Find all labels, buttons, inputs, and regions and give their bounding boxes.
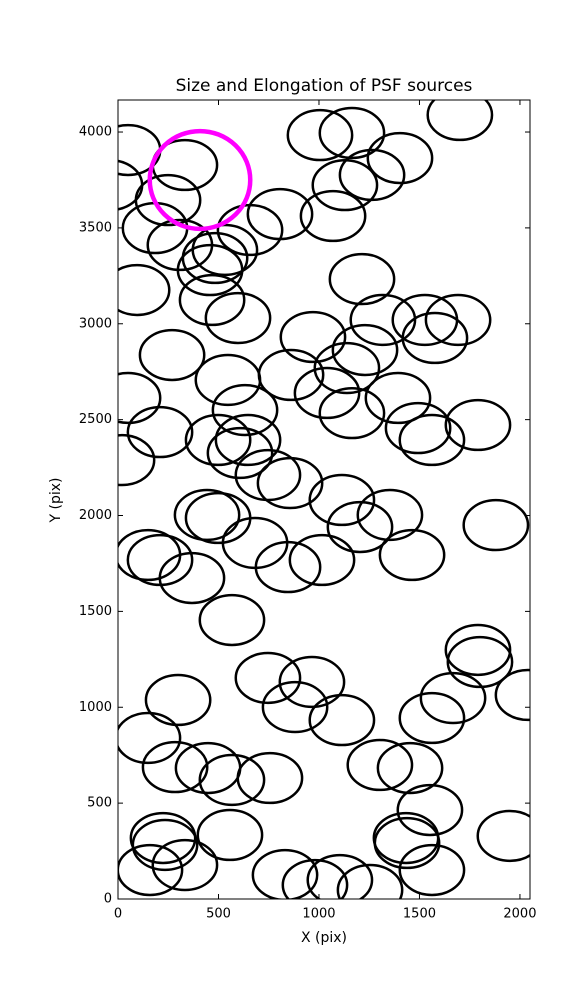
psf-ellipse [118,263,171,317]
psf-ellipse [118,711,182,765]
psf-ellipse [178,273,246,327]
psf-ellipse [211,383,279,437]
psf-ellipse [494,668,530,722]
y-tick-label: 1000 [79,700,112,715]
psf-ellipse [246,187,314,241]
psf-ellipse [376,741,444,795]
psf-ellipse [176,243,244,297]
psf-ellipse [251,848,319,899]
psf-ellipse [158,551,226,605]
psf-ellipse [206,426,274,480]
psf-ellipse [426,100,494,142]
psf-ellipse [286,108,354,162]
psf-ellipse [147,128,253,232]
psf-ellipse [384,401,452,455]
psf-ellipse [349,293,417,347]
psf-ellipse [313,341,381,395]
psf-ellipse [118,371,162,425]
psf-ellipse [336,863,404,899]
psf-ellipse [366,131,434,185]
psf-ellipse [299,189,367,243]
psf-ellipse [331,323,399,377]
psf-ellipse [328,252,396,306]
psf-ellipse [278,655,346,709]
psf-ellipse [131,818,199,872]
psf-ellipse [234,651,302,705]
x-tick-label: 500 [206,907,231,922]
psf-ellipse [126,405,194,459]
psf-ellipse [308,693,376,747]
x-axis-label: X (pix) [301,930,347,946]
psf-ellipse [198,753,266,807]
psf-ellipse [446,635,514,689]
psf-ellipse [424,293,492,347]
y-tick-label: 2000 [79,508,112,523]
psf-ellipse [184,413,252,467]
psf-ellipse [144,673,212,727]
psf-ellipse [118,843,184,897]
psf-ellipse [256,456,324,510]
psf-ellipse [462,498,530,552]
psf-ellipse [306,853,374,899]
psf-ellipse [396,783,464,837]
psf-ellipse [318,386,386,440]
y-tick-label: 4000 [79,125,112,140]
psf-ellipse [346,738,414,792]
psf-ellipse [444,623,512,677]
psf-ellipse [401,311,469,365]
y-tick-label: 3500 [79,220,112,235]
axes-frame [117,99,531,900]
psf-ellipse [118,433,156,487]
psf-ellipse [373,816,441,870]
x-tick-label: 2000 [503,907,536,922]
psf-ellipse [198,593,266,647]
psf-ellipse [338,148,406,202]
psf-ellipse [236,751,304,805]
y-tick-label: 1500 [79,604,112,619]
psf-ellipse [398,413,466,467]
psf-ellipse [293,366,361,420]
psf-ellipse [326,500,394,554]
x-tick-label: 1500 [403,907,436,922]
psf-ellipse [138,328,206,382]
psf-ellipse [378,528,446,582]
psf-ellipse [398,691,466,745]
x-tick-label: 1000 [302,907,335,922]
psf-ellipse [196,808,264,862]
psf-ellipse [281,858,349,899]
psf-ellipse [476,809,530,863]
psf-ellipse [173,488,241,542]
psf-ellipse [141,740,209,794]
y-tick-label: 500 [87,796,112,811]
psf-ellipse [419,671,487,725]
psf-ellipse [288,533,356,587]
psf-ellipse [151,838,219,892]
psf-ellipse [356,488,424,542]
psf-ellipse [318,106,386,160]
psf-ellipse [254,540,322,594]
psf-ellipse [134,173,202,227]
psf-ellipse [257,348,325,402]
x-tick-label: 0 [114,907,122,922]
plot-area [118,100,530,899]
y-tick-label: 0 [104,892,112,907]
y-tick-label: 3000 [79,316,112,331]
psf-ellipse [204,291,272,345]
psf-ellipse [214,413,282,467]
psf-ellipse [364,371,432,425]
y-axis-label: Y (pix) [48,478,64,524]
psf-ellipse [444,398,512,452]
y-tick-label: 2500 [79,412,112,427]
psf-ellipse [279,310,347,364]
chart-title: Size and Elongation of PSF sources [176,76,473,96]
psf-ellipse [398,843,466,897]
psf-ellipse [261,680,329,734]
psf-ellipse [308,473,376,527]
